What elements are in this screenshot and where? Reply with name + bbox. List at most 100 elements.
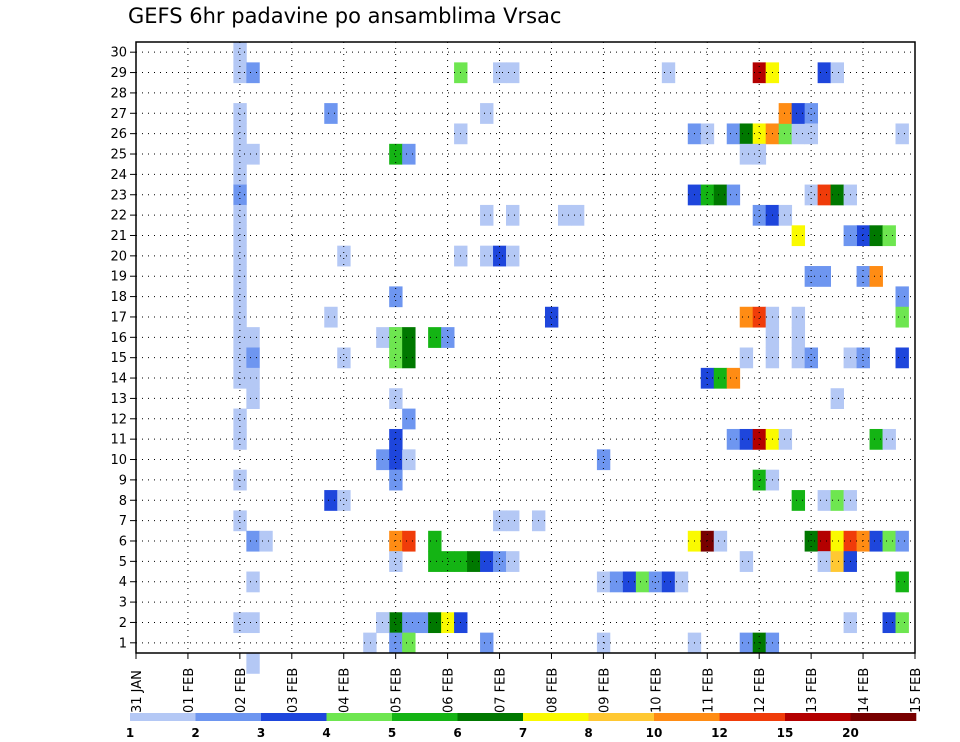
data-cell	[882, 428, 896, 450]
data-cell	[246, 653, 260, 674]
x-tick-label: 04 FEB	[338, 668, 353, 713]
data-cell	[713, 367, 728, 389]
data-cell	[402, 632, 416, 654]
y-tick-label: 2	[119, 616, 127, 631]
data-cell	[389, 632, 403, 654]
legend-swatch	[588, 713, 655, 721]
y-tick-label: 28	[110, 86, 127, 101]
data-cell	[233, 184, 247, 206]
data-cell	[389, 347, 403, 369]
data-cell	[246, 367, 260, 389]
data-cell	[246, 388, 260, 409]
data-cell	[246, 62, 260, 84]
data-cell	[869, 266, 883, 287]
data-cell	[791, 306, 806, 328]
data-cell	[246, 530, 260, 552]
legend-swatch	[457, 713, 524, 721]
data-cell	[778, 204, 793, 226]
y-tick-label: 3	[119, 596, 127, 611]
legend-swatch	[850, 713, 917, 721]
data-cell	[506, 62, 520, 84]
data-cell	[713, 530, 728, 552]
data-cell	[441, 327, 455, 348]
data-cell	[856, 530, 870, 552]
data-cell	[700, 530, 715, 552]
x-tick-label: 15 FEB	[909, 668, 924, 713]
data-cell	[402, 612, 416, 634]
data-cell	[233, 510, 247, 532]
data-cell	[700, 184, 715, 206]
data-cell	[389, 388, 403, 409]
data-cell	[739, 551, 754, 572]
data-cell	[674, 571, 689, 593]
x-tick-label: 13 FEB	[805, 668, 820, 713]
data-cell	[337, 490, 351, 511]
data-cell	[882, 225, 896, 247]
data-cell	[402, 449, 416, 471]
data-cell	[415, 612, 429, 634]
data-cell	[402, 408, 416, 430]
data-cell	[506, 245, 520, 267]
data-cell	[480, 551, 494, 572]
data-cell	[233, 103, 247, 124]
data-cell	[402, 143, 416, 165]
data-cell	[804, 184, 819, 206]
data-cell	[856, 225, 870, 247]
data-cell	[895, 571, 909, 593]
data-cell	[246, 327, 260, 348]
y-tick-label: 29	[110, 66, 127, 81]
x-tick-label: 14 FEB	[857, 668, 872, 713]
y-tick-label: 9	[119, 473, 127, 488]
data-cell	[726, 184, 741, 206]
data-cell	[428, 530, 442, 552]
legend-label: 8	[584, 726, 592, 740]
x-tick-label: 05 FEB	[390, 668, 405, 713]
data-cell	[428, 612, 442, 634]
data-cell	[570, 204, 585, 226]
legend-label: 10	[646, 726, 663, 740]
data-cell	[324, 103, 338, 124]
data-cell	[817, 530, 832, 552]
data-cell	[324, 490, 338, 511]
y-tick-label: 21	[110, 229, 127, 244]
y-tick-label: 30	[110, 46, 127, 61]
y-tick-label: 12	[110, 412, 127, 427]
y-tick-label: 8	[119, 494, 127, 509]
data-cell	[480, 204, 494, 226]
data-cell	[428, 551, 442, 572]
data-cell	[869, 428, 883, 450]
legend-label: 5	[388, 726, 396, 740]
data-cell	[739, 347, 754, 369]
y-tick-label: 23	[110, 188, 127, 203]
data-cell	[817, 266, 832, 287]
data-cell	[363, 632, 377, 654]
chart-title: GEFS 6hr padavine po ansamblima Vrsac	[128, 4, 562, 28]
data-cell	[713, 184, 728, 206]
data-cell	[441, 612, 455, 634]
legend-swatch	[785, 713, 851, 721]
data-cell	[739, 306, 754, 328]
data-cell	[726, 367, 741, 389]
legend-swatch	[654, 713, 720, 721]
data-cell	[869, 225, 883, 247]
y-tick-label: 25	[110, 148, 127, 163]
y-tick-label: 7	[119, 514, 127, 529]
data-cell	[596, 632, 611, 654]
data-cell	[778, 123, 793, 145]
data-cell	[817, 490, 832, 511]
data-cell	[791, 490, 806, 511]
legend-swatch	[261, 713, 327, 721]
data-cell	[233, 204, 247, 226]
data-cell	[791, 103, 806, 124]
x-tick-label: 08 FEB	[545, 668, 560, 713]
data-cell	[869, 530, 883, 552]
data-cell	[246, 571, 260, 593]
x-tick-label: 09 FEB	[597, 668, 612, 713]
data-cell	[830, 62, 844, 84]
legend-label: 12	[711, 726, 728, 740]
data-cell	[895, 530, 909, 552]
data-cell	[895, 306, 909, 328]
data-cell	[830, 184, 844, 206]
y-tick-label: 22	[110, 209, 127, 224]
